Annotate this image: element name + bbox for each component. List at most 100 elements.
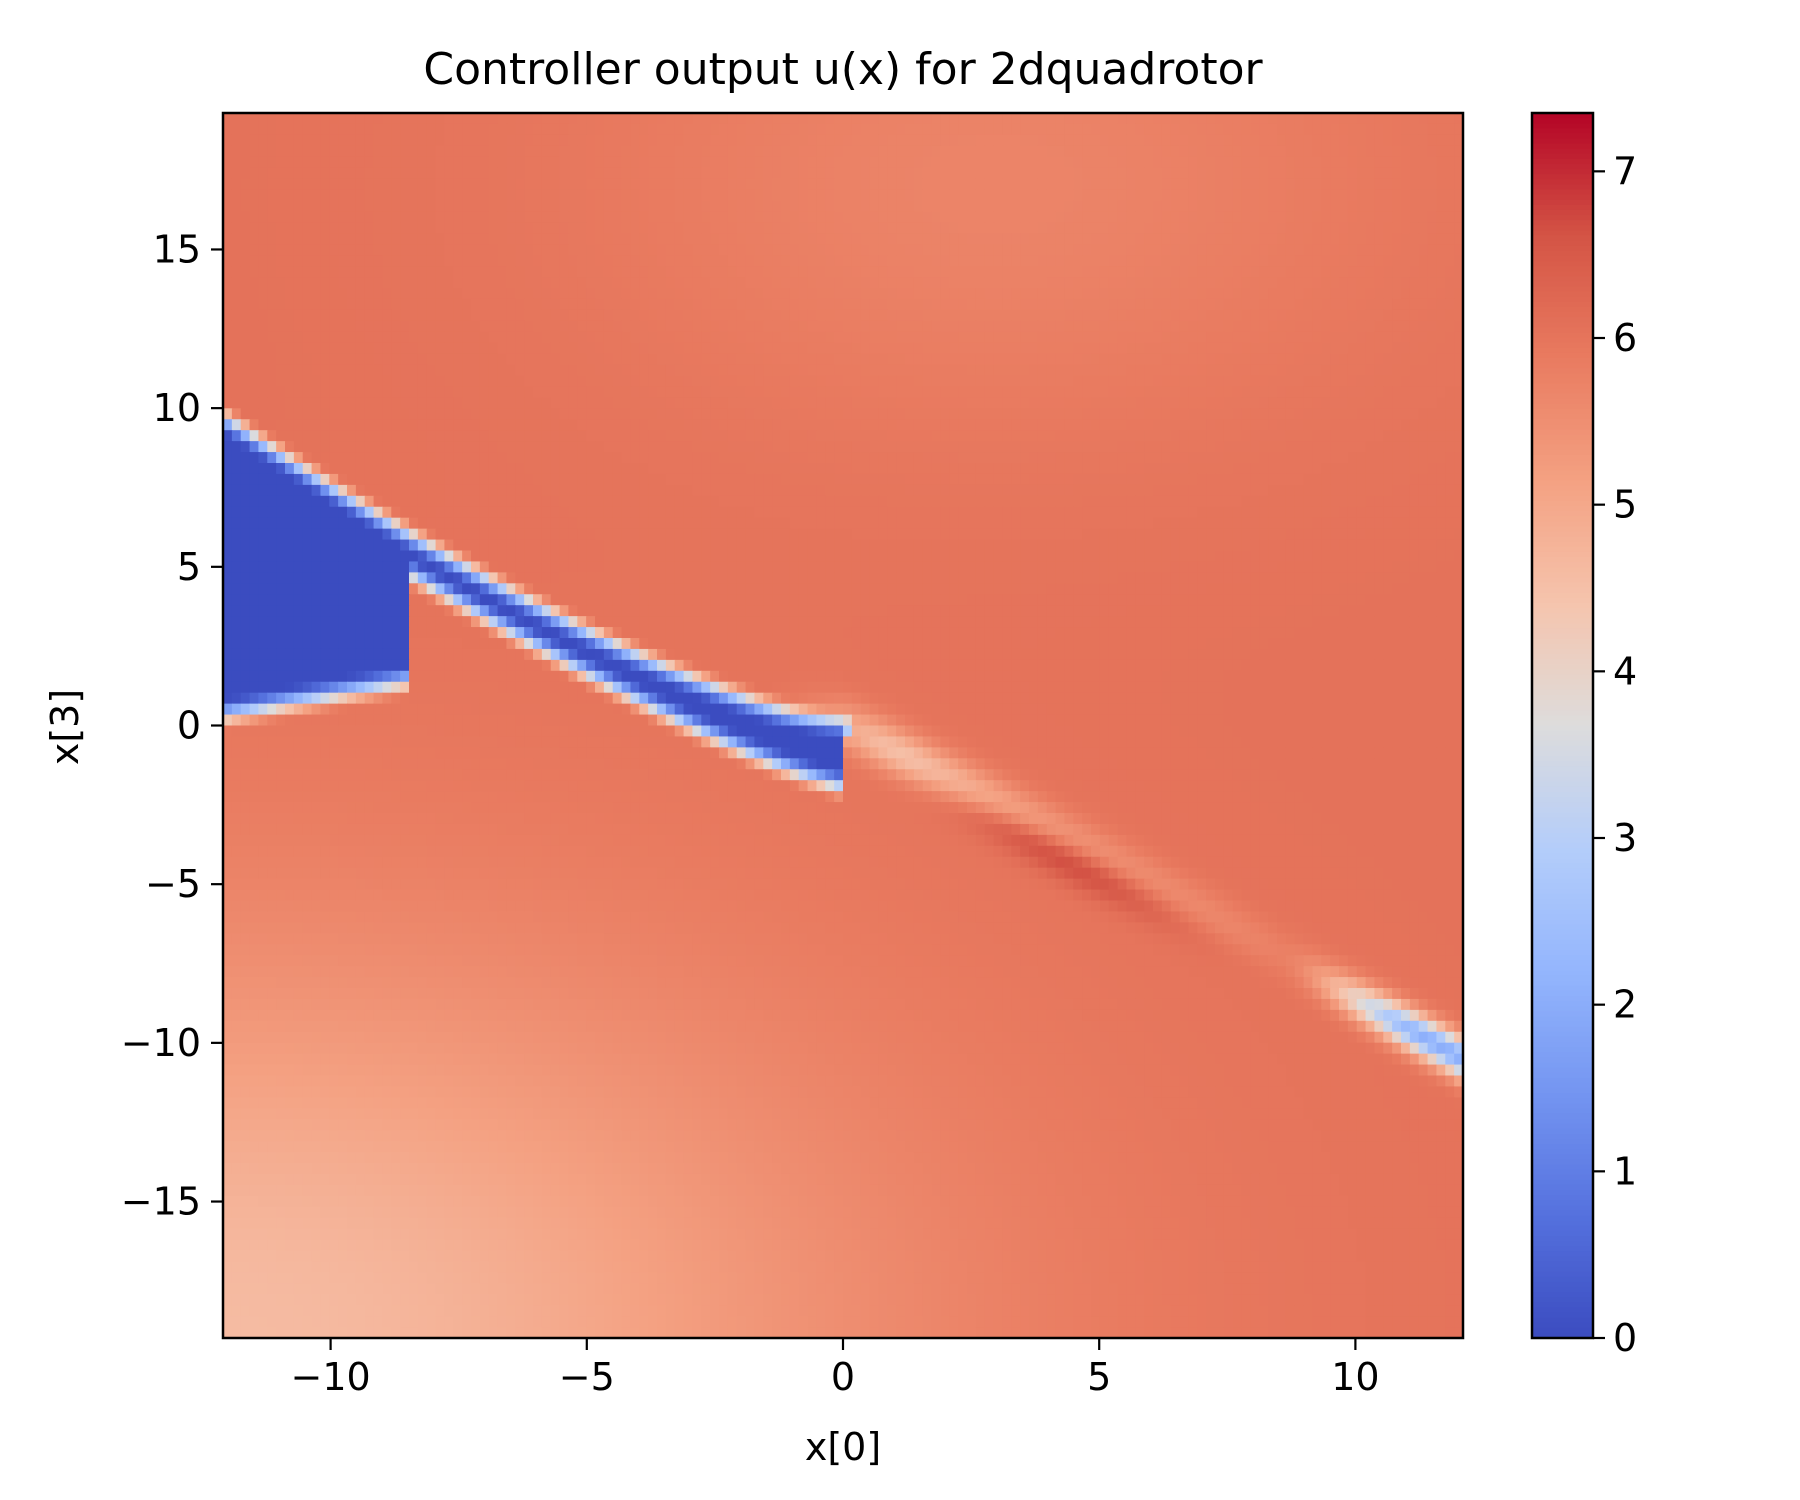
heatmap-cell: [1117, 233, 1128, 245]
heatmap-cell: [1117, 156, 1128, 169]
heatmap-cell: [612, 386, 623, 398]
heatmap-cell: [1091, 397, 1101, 409]
heatmap-cell: [603, 397, 614, 409]
heatmap-cell: [1294, 266, 1305, 278]
heatmap-cell: [958, 178, 968, 191]
heatmap-cell: [1144, 430, 1154, 442]
heatmap-cell: [453, 353, 463, 366]
heatmap-cell: [285, 178, 295, 191]
heatmap-cell: [373, 178, 384, 191]
heatmap-cell: [524, 288, 534, 300]
heatmap-cell: [745, 123, 756, 136]
heatmap-cell: [338, 145, 348, 158]
heatmap-cell: [975, 463, 986, 475]
heatmap-cell: [550, 320, 561, 333]
heatmap-cell: [975, 167, 986, 180]
heatmap-cell: [922, 189, 933, 202]
heatmap-cell: [1117, 342, 1128, 355]
heatmap-cell: [630, 298, 640, 311]
heatmap-cell: [905, 353, 915, 366]
heatmap-cell: [1161, 233, 1172, 245]
heatmap-cell: [1454, 255, 1463, 267]
heatmap-cell: [1374, 320, 1384, 333]
heatmap-cell: [816, 167, 826, 180]
heatmap-cell: [382, 189, 392, 202]
heatmap-cell: [719, 452, 729, 464]
heatmap-cell: [524, 233, 534, 245]
heatmap-cell: [683, 452, 694, 464]
heatmap-cell: [993, 364, 1004, 377]
heatmap-cell: [701, 244, 711, 256]
heatmap-cell: [320, 430, 330, 442]
heatmap-cell: [1356, 233, 1367, 245]
heatmap-cell: [1330, 211, 1340, 223]
heatmap-cell: [1046, 298, 1057, 311]
heatmap-cell: [1002, 353, 1012, 366]
heatmap-cell: [905, 145, 915, 158]
heatmap-cell: [984, 156, 995, 169]
heatmap-cell: [462, 484, 472, 497]
heatmap-cell: [683, 342, 694, 355]
heatmap-cell: [1223, 288, 1234, 300]
heatmap-cell: [940, 495, 950, 508]
heatmap-cell: [1170, 463, 1181, 475]
heatmap-cell: [223, 233, 233, 245]
heatmap-cell: [515, 441, 525, 453]
heatmap-cell: [958, 244, 968, 256]
heatmap-cell: [533, 430, 543, 442]
heatmap-cell: [772, 353, 782, 366]
heatmap-cell: [683, 375, 694, 388]
heatmap-cell: [993, 123, 1004, 136]
heatmap-cell: [329, 452, 339, 464]
heatmap-cell: [1312, 211, 1322, 223]
heatmap-cell: [1250, 244, 1260, 256]
heatmap-cell: [249, 298, 260, 311]
heatmap-cell: [400, 386, 410, 398]
heatmap-cell: [860, 134, 871, 147]
heatmap-cell: [1179, 375, 1190, 388]
heatmap-cell: [1285, 156, 1296, 169]
heatmap-cell: [1436, 145, 1446, 158]
heatmap-cell: [648, 320, 658, 333]
heatmap-cell: [541, 320, 552, 333]
heatmap-cell: [1250, 298, 1260, 311]
heatmap-cell: [400, 178, 410, 191]
heatmap-cell: [577, 266, 587, 278]
heatmap-cell: [1321, 473, 1331, 486]
heatmap-cell: [1082, 408, 1092, 420]
heatmap-cell: [1401, 298, 1411, 311]
heatmap-cell: [1418, 211, 1429, 223]
heatmap-cell: [320, 266, 330, 278]
heatmap-cell: [922, 452, 933, 464]
heatmap-cell: [878, 484, 888, 497]
heatmap-cell: [471, 156, 481, 169]
heatmap-cell: [1073, 441, 1083, 453]
heatmap-cell: [1108, 353, 1119, 366]
heatmap-cell: [355, 364, 366, 377]
heatmap-cell: [409, 484, 419, 497]
heatmap-cell: [382, 495, 392, 508]
heatmap-cell: [665, 331, 676, 344]
heatmap-cell: [1445, 178, 1455, 191]
heatmap-cell: [1294, 255, 1305, 267]
heatmap-cell: [488, 156, 499, 169]
heatmap-cell: [533, 288, 543, 300]
heatmap-cell: [1365, 145, 1376, 158]
heatmap-cell: [975, 200, 986, 213]
heatmap-cell: [1161, 441, 1172, 453]
heatmap-cell: [639, 364, 649, 377]
heatmap-cell: [541, 200, 552, 213]
heatmap-cell: [1347, 288, 1358, 300]
heatmap-cell: [338, 244, 348, 256]
heatmap-cell: [364, 266, 375, 278]
heatmap-cell: [710, 331, 720, 344]
heatmap-cell: [1294, 484, 1305, 497]
heatmap-cell: [258, 189, 268, 202]
heatmap-cell: [993, 408, 1004, 420]
heatmap-cell: [993, 397, 1004, 409]
heatmap-cell: [1099, 298, 1110, 311]
heatmap-cell: [807, 386, 818, 398]
heatmap-cell: [302, 255, 313, 267]
heatmap-cell: [1409, 473, 1420, 486]
heatmap-cell: [657, 320, 667, 333]
